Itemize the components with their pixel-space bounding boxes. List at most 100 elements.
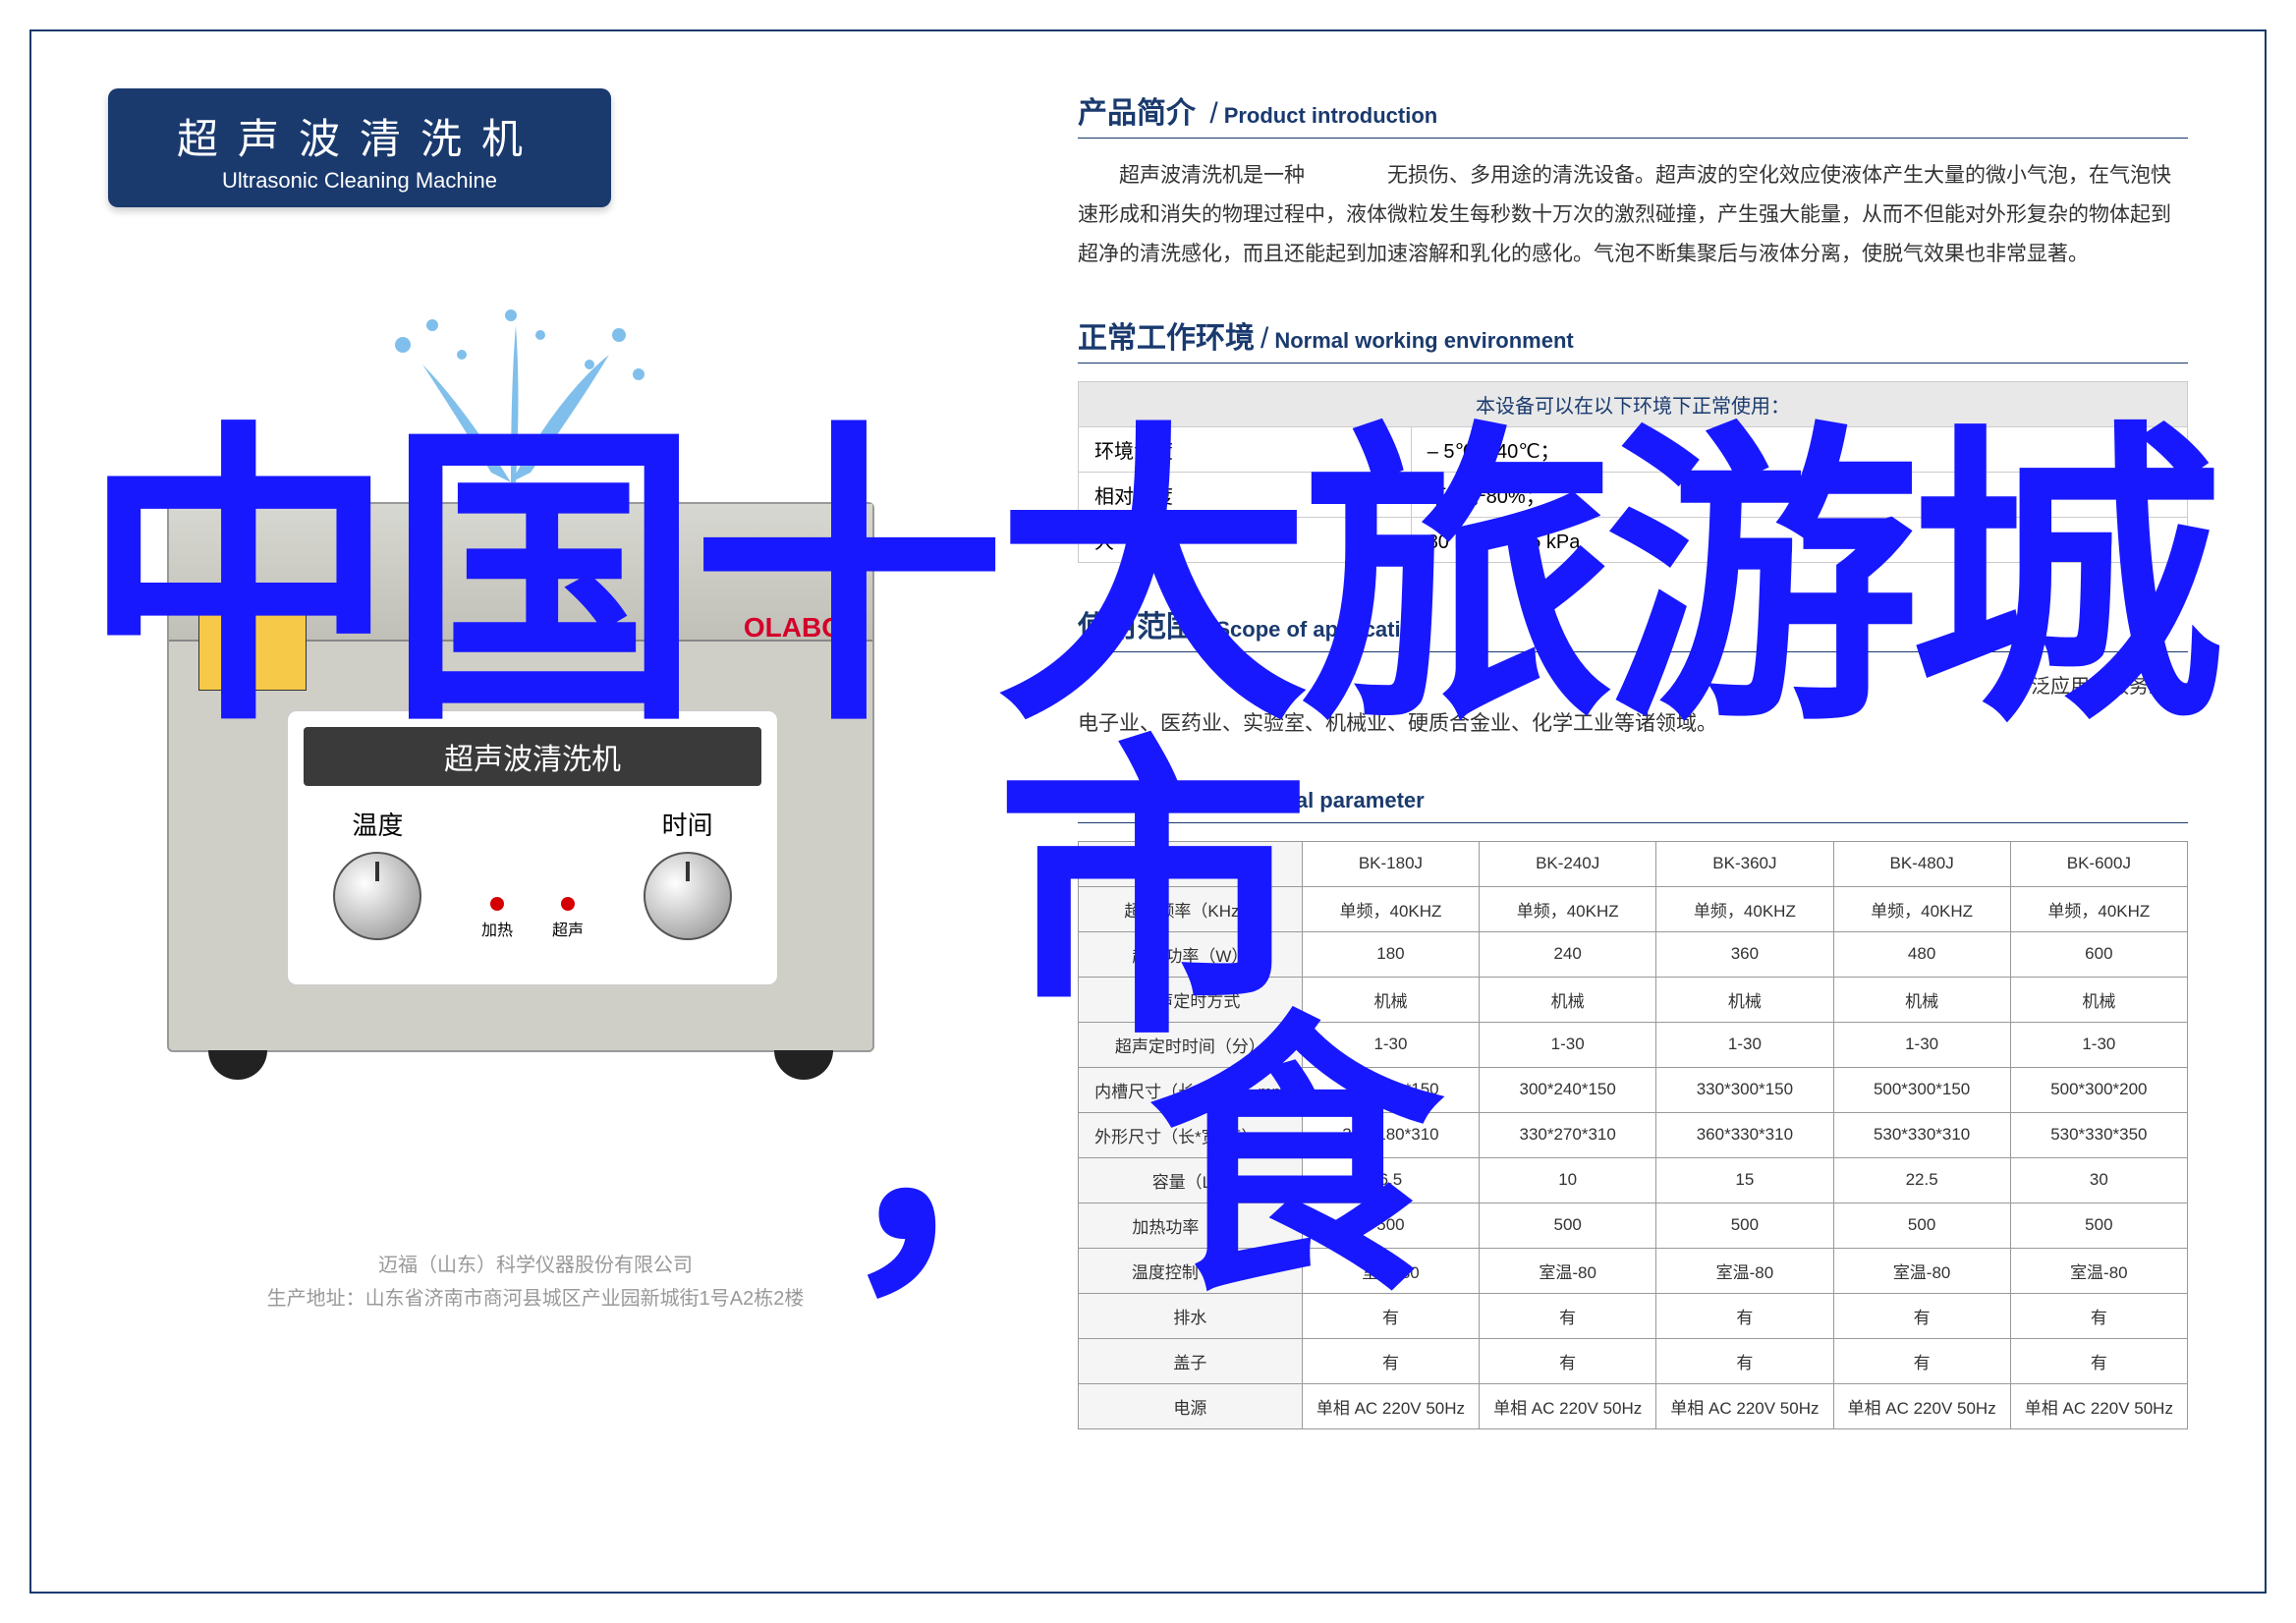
spec-model-head: BK-360J	[1656, 841, 1833, 886]
spec-cell: 500*300*150	[1833, 1067, 2010, 1112]
intro-body: 超声波清洗机是一种 无损伤、多用途的清洗设备。超声波的空化效应使液体产生大量的微…	[1078, 156, 2188, 274]
spec-cell: 机械	[1656, 977, 1833, 1022]
spec-row: 温度控制（℃）室温-80室温-80室温-80室温-80室温-80	[1079, 1248, 2188, 1293]
scope-heading: 使用范围/Scope of application	[1078, 602, 2188, 652]
spec-cell: 500	[1480, 1203, 1656, 1248]
spec-cell: 530*330*310	[1833, 1112, 2010, 1157]
company-address: 生产地址：山东省济南市商河县城区产业园新城街1号A2栋2楼	[108, 1282, 963, 1315]
title-cn: 超声波清洗机	[177, 106, 542, 166]
footer-text: 迈福（山东）科学仪器股份有限公司 生产地址：山东省济南市商河县城区产业园新城街1…	[108, 1249, 963, 1315]
specs-heading: 技术参数/Technical parameter	[1078, 773, 2188, 823]
env-value: 80 kPa～106 kPa	[1411, 517, 2187, 562]
spec-cell: 500*300*200	[2010, 1067, 2187, 1112]
spec-cell: 600	[2010, 931, 2187, 977]
company-name: 迈福（山东）科学仪器股份有限公司	[108, 1249, 963, 1282]
env-value: 不大于80%；	[1411, 472, 2187, 517]
spec-row: 盖子有有有有有	[1079, 1338, 2188, 1383]
spec-cell: 有	[1833, 1293, 2010, 1338]
spec-cell: 530*330*350	[2010, 1112, 2187, 1157]
spec-cell: 1-30	[1480, 1022, 1656, 1067]
spec-cell: 有	[1480, 1338, 1656, 1383]
spec-row-label: 电源	[1079, 1383, 1303, 1428]
spec-row-label: 排水	[1079, 1293, 1303, 1338]
spec-cell: 单相 AC 220V 50Hz	[1833, 1383, 2010, 1428]
spec-row: 电源单相 AC 220V 50Hz单相 AC 220V 50Hz单相 AC 22…	[1079, 1383, 2188, 1428]
spec-model-head: BK-600J	[2010, 841, 2187, 886]
intro-heading-cn: 产品简介	[1078, 97, 1196, 130]
spec-cell: 单相 AC 220V 50Hz	[1656, 1383, 1833, 1428]
spec-row-label: 温度控制（℃）	[1079, 1248, 1303, 1293]
title-en: Ultrasonic Cleaning Machine	[177, 168, 542, 194]
env-label: 相对湿度	[1079, 472, 1412, 517]
panel-title: 超声波清洗机	[304, 727, 761, 786]
spec-row-label: 超声功率（W）	[1079, 931, 1303, 977]
left-column: 超声波清洗机 Ultrasonic Cleaning Machine OLABO	[108, 88, 963, 1315]
time-knob[interactable]	[644, 852, 732, 940]
spec-cell: 有	[1480, 1293, 1656, 1338]
env-value: – 5℃～40℃；	[1411, 426, 2187, 472]
spec-cell: 有	[1656, 1293, 1833, 1338]
spec-cell: 单相 AC 220V 50Hz	[1302, 1383, 1479, 1428]
spec-model-head: BK-240J	[1480, 841, 1656, 886]
spec-cell: 有	[1302, 1338, 1479, 1383]
intro-heading: 产品简介 /Product introduction	[1078, 88, 2188, 139]
spec-cell: 室温-80	[1302, 1248, 1479, 1293]
spec-row: 容量（L）6.5101522.530	[1079, 1157, 2188, 1203]
spec-cell: 有	[1833, 1338, 2010, 1383]
spec-row: 外形尺寸（长*宽*高）mm330*180*310330*270*310360*3…	[1079, 1112, 2188, 1157]
spec-row: 超声定时方式机械机械机械机械机械	[1079, 977, 2188, 1022]
spec-cell: 330*300*150	[1656, 1067, 1833, 1112]
machine-body: OLABO 超声波清洗机 温度 加热	[167, 502, 874, 1052]
spec-row-label: 内槽尺寸（长*宽*高）mm	[1079, 1067, 1303, 1112]
scope-right-text: 广泛应用于服务业、	[1078, 670, 2188, 699]
spec-cell: 室温-80	[1656, 1248, 1833, 1293]
spec-cell: 单频，40KHZ	[1302, 886, 1479, 931]
product-image: OLABO 超声波清洗机 温度 加热	[108, 345, 894, 1091]
temperature-label: 温度	[333, 806, 421, 842]
machine-feet	[169, 1050, 872, 1080]
env-header-row: 本设备可以在以下环境下正常使用：	[1079, 381, 2188, 426]
spec-row-label: 超声频率（KHz）	[1079, 886, 1303, 931]
spec-cell: 1-30	[1302, 1022, 1479, 1067]
spec-cell: 室温-80	[1833, 1248, 2010, 1293]
spec-row: 超声定时时间（分）1-301-301-301-301-30	[1079, 1022, 2188, 1067]
spec-cell: 15	[1656, 1157, 1833, 1203]
spec-cell: 300*150*150	[1302, 1067, 1479, 1112]
spec-cell: 1-30	[2010, 1022, 2187, 1067]
spec-cell: 有	[2010, 1338, 2187, 1383]
spec-row-label: 超声定时时间（分）	[1079, 1022, 1303, 1067]
spec-row-label: 容量（L）	[1079, 1157, 1303, 1203]
spec-cell: 500	[1833, 1203, 2010, 1248]
scope-heading-cn: 使用范围	[1078, 611, 1196, 644]
temperature-knob-group: 温度	[333, 806, 421, 940]
spec-cell: 单频，40KHZ	[2010, 886, 2187, 931]
spec-cell: 单频，40KHZ	[1480, 886, 1656, 931]
spec-cell: 30	[2010, 1157, 2187, 1203]
spec-cell: 500	[1656, 1203, 1833, 1248]
spec-model-head: BK-180J	[1302, 841, 1479, 886]
spec-cell: 单频，40KHZ	[1656, 886, 1833, 931]
environment-table: 本设备可以在以下环境下正常使用： 环境温度– 5℃～40℃；相对湿度不大于80%…	[1078, 381, 2188, 563]
spec-cell: 机械	[2010, 977, 2187, 1022]
env-row: 大气压力80 kPa～106 kPa	[1079, 517, 2188, 562]
warning-label-icon	[198, 602, 307, 691]
spec-row-label: 超声定时方式	[1079, 977, 1303, 1022]
spec-row-label: 盖子	[1079, 1338, 1303, 1383]
spec-cell: 单相 AC 220V 50Hz	[1480, 1383, 1656, 1428]
spec-cell: 有	[2010, 1293, 2187, 1338]
spec-cell: 180	[1302, 931, 1479, 977]
spec-cell: 单相 AC 220V 50Hz	[2010, 1383, 2187, 1428]
spec-cell: 室温-80	[2010, 1248, 2187, 1293]
spec-cell: 22.5	[1833, 1157, 2010, 1203]
title-banner: 超声波清洗机 Ultrasonic Cleaning Machine	[108, 88, 611, 207]
env-label: 大气压力	[1079, 517, 1412, 562]
spec-cell: 室温-80	[1480, 1248, 1656, 1293]
spec-cell: 480	[1833, 931, 2010, 977]
heat-led-group: 加热	[481, 897, 513, 940]
heat-led-label: 加热	[481, 917, 513, 940]
spec-cell: 1-30	[1833, 1022, 2010, 1067]
specs-table: 项目BK-180JBK-240JBK-360JBK-480JBK-600J 超声…	[1078, 841, 2188, 1429]
spec-row: 加热功率（W）500500500500500	[1079, 1203, 2188, 1248]
spec-cell: 300*240*150	[1480, 1067, 1656, 1112]
temperature-knob[interactable]	[333, 852, 421, 940]
